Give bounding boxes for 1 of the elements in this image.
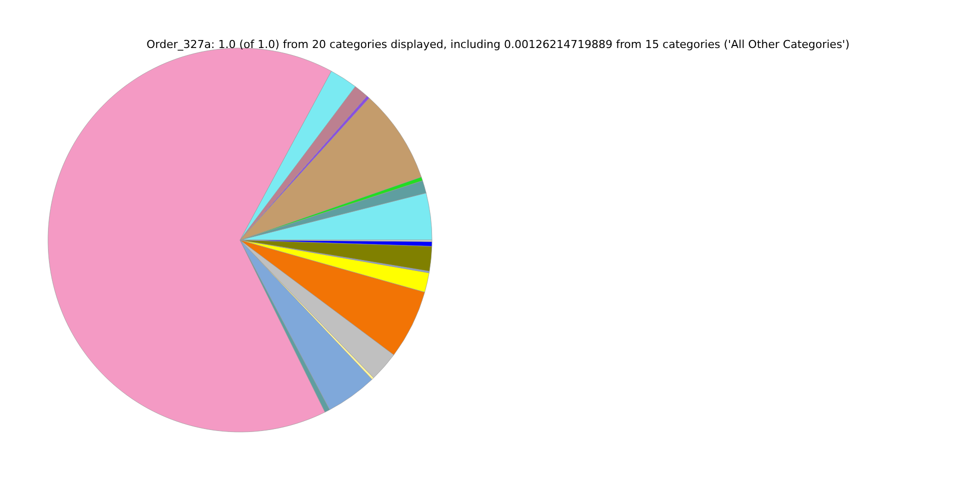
text: Order_327a: 1.0 (of 1.0) from 20 categories displayed, including 0.00126214719889 from 15 categories ('All Other Categories') [146, 38, 850, 51]
